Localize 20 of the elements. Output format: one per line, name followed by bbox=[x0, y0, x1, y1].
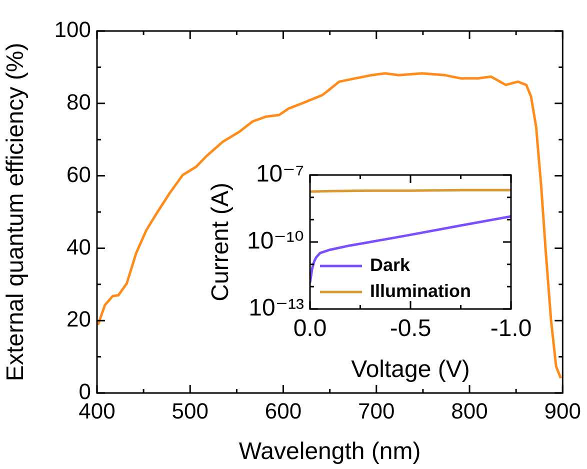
x-axis-title: Voltage (V) bbox=[351, 356, 470, 384]
legend-label: Dark bbox=[370, 254, 412, 275]
y-tick-label: 10⁻⁷ bbox=[256, 160, 304, 188]
y-tick-label: 10⁻¹⁰ bbox=[247, 228, 304, 255]
x-axis-title: Wavelength (nm) bbox=[238, 438, 421, 466]
x-tick-label: 500 bbox=[172, 398, 208, 424]
y-tick-label: 80 bbox=[66, 89, 91, 114]
y-tick-label: 60 bbox=[66, 162, 91, 187]
y-tick-label: 20 bbox=[66, 306, 91, 332]
x-tick-label: 600 bbox=[264, 398, 302, 424]
x-tick-label: 700 bbox=[358, 398, 395, 424]
y-axis-title: External quantum efficiency (%) bbox=[2, 42, 30, 382]
x-tick-label: 800 bbox=[451, 398, 488, 424]
y-tick-label: 100 bbox=[54, 17, 91, 42]
legend-label: Illumination bbox=[370, 280, 471, 301]
x-tick-label: -1.0 bbox=[490, 315, 532, 342]
y-axis-title: Current (A) bbox=[207, 182, 234, 302]
y-tick-label: 40 bbox=[66, 234, 91, 260]
x-tick-label: -0.5 bbox=[390, 315, 432, 342]
x-tick-label: 900 bbox=[544, 398, 582, 424]
